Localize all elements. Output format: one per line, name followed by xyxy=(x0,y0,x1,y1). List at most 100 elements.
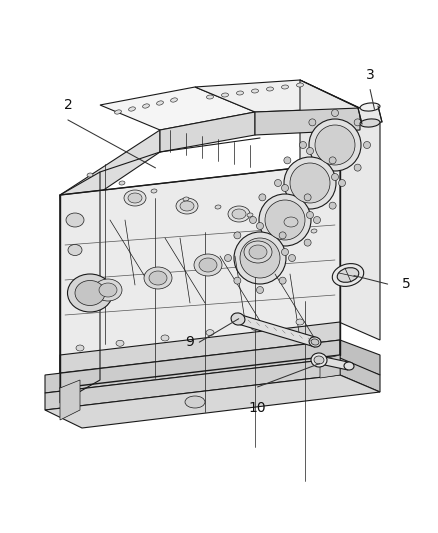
Ellipse shape xyxy=(284,157,291,164)
Ellipse shape xyxy=(289,254,296,262)
Ellipse shape xyxy=(144,267,172,289)
Ellipse shape xyxy=(124,190,146,206)
Ellipse shape xyxy=(240,238,280,278)
Ellipse shape xyxy=(76,345,84,351)
Ellipse shape xyxy=(199,258,217,272)
Ellipse shape xyxy=(259,239,266,246)
Polygon shape xyxy=(45,340,340,393)
Ellipse shape xyxy=(332,109,339,117)
Ellipse shape xyxy=(284,217,298,227)
Polygon shape xyxy=(358,106,382,124)
Ellipse shape xyxy=(149,271,167,285)
Ellipse shape xyxy=(279,277,286,284)
Ellipse shape xyxy=(307,148,314,155)
Ellipse shape xyxy=(87,173,93,177)
Ellipse shape xyxy=(66,213,84,227)
Ellipse shape xyxy=(364,141,371,149)
Polygon shape xyxy=(300,80,380,340)
Polygon shape xyxy=(60,322,340,373)
Ellipse shape xyxy=(280,214,302,230)
Ellipse shape xyxy=(309,119,316,126)
Polygon shape xyxy=(100,87,255,130)
Ellipse shape xyxy=(284,202,291,209)
Ellipse shape xyxy=(231,313,245,325)
Ellipse shape xyxy=(354,164,361,171)
Ellipse shape xyxy=(244,241,272,263)
Ellipse shape xyxy=(228,206,250,222)
Ellipse shape xyxy=(234,232,286,284)
Ellipse shape xyxy=(339,180,346,187)
Text: 2: 2 xyxy=(64,98,72,112)
Ellipse shape xyxy=(206,95,213,99)
Ellipse shape xyxy=(215,205,221,209)
Ellipse shape xyxy=(266,87,273,91)
Polygon shape xyxy=(238,314,315,347)
Ellipse shape xyxy=(282,248,289,255)
Ellipse shape xyxy=(297,83,304,87)
Ellipse shape xyxy=(75,280,105,305)
Ellipse shape xyxy=(249,245,267,259)
Ellipse shape xyxy=(183,197,189,201)
Ellipse shape xyxy=(176,198,198,214)
Ellipse shape xyxy=(257,287,264,294)
Ellipse shape xyxy=(309,337,321,347)
Ellipse shape xyxy=(161,335,169,341)
Polygon shape xyxy=(60,163,340,388)
Polygon shape xyxy=(255,108,360,135)
Ellipse shape xyxy=(332,174,339,181)
Polygon shape xyxy=(320,355,340,378)
Ellipse shape xyxy=(119,181,125,185)
Ellipse shape xyxy=(251,89,258,93)
Ellipse shape xyxy=(279,221,285,225)
Ellipse shape xyxy=(250,216,257,223)
Ellipse shape xyxy=(275,180,282,187)
Ellipse shape xyxy=(315,125,355,165)
Ellipse shape xyxy=(304,239,311,246)
Ellipse shape xyxy=(234,277,241,284)
Ellipse shape xyxy=(143,104,149,108)
Ellipse shape xyxy=(180,201,194,211)
Ellipse shape xyxy=(314,216,321,223)
Ellipse shape xyxy=(94,279,122,301)
Ellipse shape xyxy=(309,164,316,171)
Ellipse shape xyxy=(354,119,361,126)
Ellipse shape xyxy=(314,356,324,364)
Ellipse shape xyxy=(194,254,222,276)
Polygon shape xyxy=(340,358,380,392)
Ellipse shape xyxy=(304,194,311,201)
Polygon shape xyxy=(160,112,255,152)
Ellipse shape xyxy=(311,339,319,345)
Ellipse shape xyxy=(284,157,336,209)
Ellipse shape xyxy=(237,91,244,95)
Ellipse shape xyxy=(311,229,317,233)
Ellipse shape xyxy=(129,107,135,111)
Ellipse shape xyxy=(151,189,157,193)
Ellipse shape xyxy=(234,232,241,239)
Ellipse shape xyxy=(309,119,361,171)
Ellipse shape xyxy=(279,232,286,239)
Ellipse shape xyxy=(156,101,163,105)
Ellipse shape xyxy=(329,157,336,164)
Text: 3: 3 xyxy=(366,68,374,82)
Ellipse shape xyxy=(307,212,314,219)
Ellipse shape xyxy=(99,283,117,297)
Ellipse shape xyxy=(67,274,113,312)
Ellipse shape xyxy=(282,184,289,191)
Ellipse shape xyxy=(206,329,214,336)
Ellipse shape xyxy=(116,340,124,346)
Ellipse shape xyxy=(360,119,380,127)
Ellipse shape xyxy=(344,362,354,370)
Ellipse shape xyxy=(337,268,359,282)
Ellipse shape xyxy=(300,141,307,149)
Polygon shape xyxy=(60,380,80,420)
Text: 9: 9 xyxy=(185,335,194,349)
Ellipse shape xyxy=(232,209,246,219)
Text: 5: 5 xyxy=(402,277,410,291)
Ellipse shape xyxy=(225,254,232,262)
Ellipse shape xyxy=(185,396,205,408)
Ellipse shape xyxy=(265,200,305,240)
Ellipse shape xyxy=(290,163,330,203)
Ellipse shape xyxy=(259,194,266,201)
Polygon shape xyxy=(60,130,160,218)
Ellipse shape xyxy=(282,85,289,89)
